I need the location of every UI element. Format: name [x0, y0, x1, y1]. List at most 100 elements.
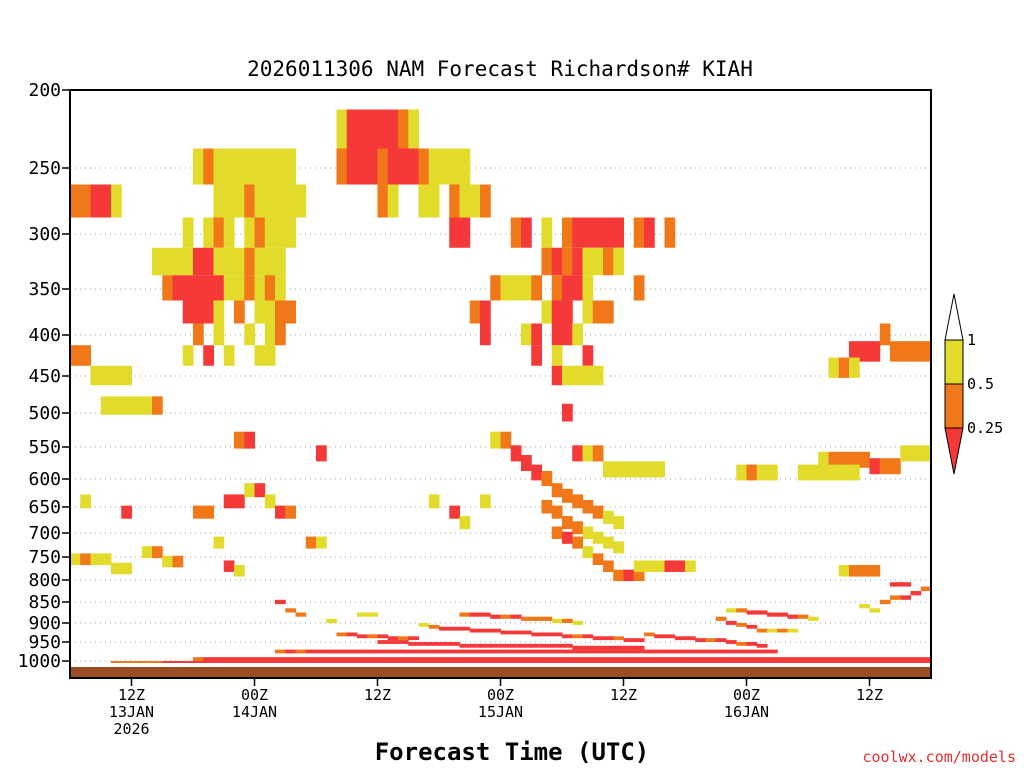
heatmap-cell: [664, 217, 676, 248]
heatmap-cell: [726, 640, 737, 644]
heatmap-cell: [480, 643, 491, 648]
heatmap-cell: [346, 148, 358, 185]
color-legend: 1 0.5 0.25: [944, 293, 1003, 475]
heatmap-cell: [316, 661, 327, 663]
heatmap-cell: [674, 649, 686, 654]
heatmap-cell: [316, 657, 327, 661]
heatmap-cell: [275, 184, 286, 218]
heatmap-cell: [357, 657, 368, 661]
y-tick-label: 200: [28, 80, 61, 101]
heatmap-cell: [449, 184, 460, 218]
heatmap-cell: [387, 657, 399, 661]
heatmap-cell: [890, 595, 901, 600]
heatmap-cell: [213, 247, 225, 276]
heatmap-cell: [633, 657, 645, 661]
heatmap-cell: [408, 661, 419, 663]
heatmap-cell: [490, 275, 501, 301]
heatmap-cell: [582, 300, 594, 324]
heatmap-cell: [203, 657, 214, 661]
heatmap-cell: [890, 582, 901, 587]
heatmap-cell: [797, 661, 809, 663]
y-tick-label: 850: [28, 592, 61, 613]
heatmap-cell: [879, 599, 891, 605]
source-credit[interactable]: coolwx.com/models: [862, 748, 1016, 766]
heatmap-cell: [633, 461, 645, 478]
heatmap-cell: [480, 494, 491, 509]
chart-title: 2026011306 NAM Forecast Richardson# KIAH: [247, 57, 753, 81]
heatmap-cell: [80, 494, 91, 509]
heatmap-cell: [797, 464, 809, 481]
heatmap-cell: [869, 341, 881, 362]
heatmap-cell: [275, 217, 286, 248]
heatmap-cell: [162, 247, 173, 276]
heatmap-cell: [910, 661, 922, 663]
heatmap-cell: [500, 630, 512, 635]
heatmap-cell: [736, 657, 747, 661]
heatmap-cell: [469, 184, 481, 218]
heatmap-cell: [480, 323, 491, 346]
heatmap-cell: [295, 661, 307, 663]
heatmap-cell: [746, 661, 758, 663]
y-tick-label: 400: [28, 325, 61, 346]
heatmap-cell: [459, 649, 471, 654]
heatmap-cell: [398, 148, 409, 185]
heatmap-cell: [367, 612, 378, 617]
heatmap-cell: [193, 275, 204, 301]
heatmap-cell: [685, 649, 696, 654]
heatmap-cell: [254, 483, 266, 498]
heatmap-cell: [428, 649, 440, 654]
heatmap-cell: [213, 323, 225, 346]
heatmap-cell: [603, 661, 614, 663]
heatmap-cell: [551, 345, 563, 366]
heatmap-cell: [295, 657, 307, 661]
heatmap-cell: [551, 275, 563, 301]
heatmap-cell: [357, 649, 368, 654]
heatmap-cell: [449, 657, 460, 661]
heatmap-cell: [428, 148, 440, 185]
heatmap-cell: [234, 300, 245, 324]
heatmap-cell: [623, 649, 635, 654]
heatmap-cell: [182, 217, 194, 248]
heatmap-cell: [920, 657, 932, 661]
heatmap-cell: [387, 636, 399, 641]
heatmap-cell: [223, 247, 235, 276]
heatmap-cell: [531, 275, 542, 301]
heatmap-cell: [736, 642, 747, 646]
heatmap-cell: [664, 560, 676, 572]
heatmap-cell: [623, 461, 635, 478]
heatmap-cell: [336, 632, 348, 637]
heatmap-cell: [787, 657, 799, 661]
heatmap-cell: [695, 657, 706, 661]
heatmap-cell: [449, 217, 460, 248]
heatmap-cell: [275, 657, 286, 661]
heatmap-cell: [141, 546, 153, 559]
heatmap-cell: [746, 464, 758, 481]
heatmap-cell: [439, 657, 450, 661]
heatmap-cell: [469, 649, 481, 654]
heatmap-cell: [234, 661, 245, 663]
heatmap-cell: [418, 184, 430, 218]
heatmap-cell: [285, 661, 296, 663]
heatmap-cell: [531, 632, 542, 637]
heatmap-cell: [490, 661, 501, 663]
heatmap-cell: [203, 217, 214, 248]
heatmap-cell: [572, 217, 583, 248]
x-tick-label: 12Z: [856, 686, 883, 704]
heatmap-cell: [398, 640, 409, 644]
heatmap-cell: [633, 645, 645, 650]
heatmap-cell: [439, 642, 450, 646]
heatmap-cell: [336, 657, 348, 661]
heatmap-cell: [920, 341, 932, 362]
heatmap-cell: [152, 396, 163, 415]
heatmap-cell: [213, 300, 225, 324]
heatmap-cell: [828, 451, 840, 468]
heatmap-cell: [654, 634, 665, 639]
heatmap-cell: [100, 396, 112, 415]
heatmap-cell: [613, 657, 624, 661]
heatmap-cell: [398, 649, 409, 654]
heatmap-cell: [244, 275, 255, 301]
heatmap-cell: [582, 247, 594, 276]
heatmap-cell: [480, 628, 491, 633]
heatmap-cell: [900, 582, 911, 587]
heatmap-cell: [264, 657, 276, 661]
